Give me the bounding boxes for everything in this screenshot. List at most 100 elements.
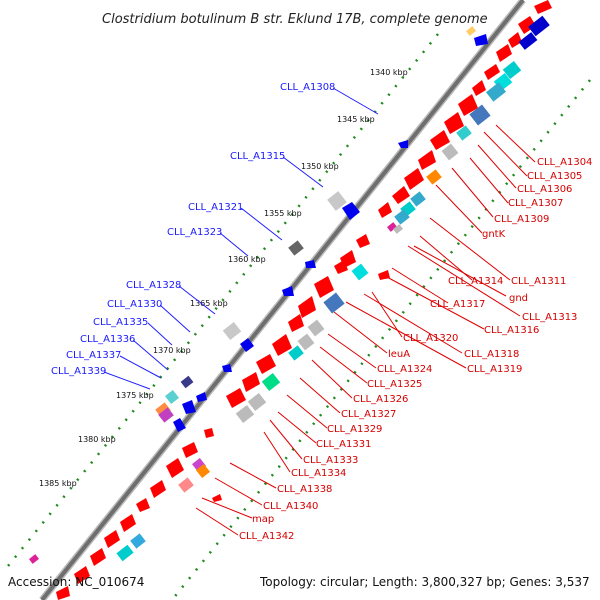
gene-block[interactable] [502, 60, 522, 80]
gene-block[interactable] [222, 321, 242, 341]
gene-arrow[interactable] [508, 32, 522, 48]
gene-label[interactable]: CLL_A1319 [467, 364, 522, 375]
gene-label[interactable]: CLL_A1339 [51, 366, 106, 377]
gene-arrow[interactable] [196, 392, 207, 402]
gene-label[interactable]: CLL_A1337 [66, 350, 121, 361]
gene-label[interactable]: CLL_A1335 [93, 317, 148, 328]
gene-arrow[interactable] [166, 458, 184, 478]
gene-label[interactable]: CLL_A1320 [403, 333, 458, 344]
gene-arrow[interactable] [342, 202, 360, 220]
gene-block[interactable] [307, 319, 325, 337]
gene-arrow[interactable] [334, 260, 348, 274]
gene-label[interactable]: CLL_A1306 [517, 184, 572, 195]
gene-arrow[interactable] [458, 94, 478, 116]
gene-block[interactable] [393, 224, 403, 234]
gene-label[interactable]: CLL_A1330 [107, 299, 162, 310]
gene-label[interactable]: CLL_A1317 [430, 299, 485, 310]
gene-block[interactable] [426, 169, 442, 185]
gene-label[interactable]: CLL_A1324 [377, 364, 432, 375]
gene-label[interactable]: gnd [509, 293, 528, 304]
gene-arrow[interactable] [298, 296, 316, 318]
gene-label[interactable]: CLL_A1316 [484, 325, 539, 336]
gene-label[interactable]: leuA [388, 349, 410, 360]
gene-label[interactable]: CLL_A1325 [367, 379, 422, 390]
gene-arrow[interactable] [256, 354, 276, 374]
gene-label[interactable]: CLL_A1338 [277, 484, 332, 495]
gene-block[interactable] [323, 292, 345, 314]
gene-arrow[interactable] [242, 372, 260, 392]
gene-label[interactable]: gntK [482, 229, 506, 240]
gene-label[interactable]: CLL_A1307 [508, 198, 563, 209]
gene-block[interactable] [247, 392, 267, 412]
gene-label[interactable]: CLL_A1331 [316, 439, 371, 450]
gene-arrow[interactable] [240, 338, 254, 352]
gene-block[interactable] [518, 32, 538, 50]
gene-label[interactable]: CLL_A1327 [341, 409, 396, 420]
gene-block[interactable] [130, 533, 146, 549]
gene-arrow[interactable] [392, 186, 410, 204]
gene-arrow[interactable] [120, 514, 136, 532]
gene-label[interactable]: CLL_A1309 [494, 214, 549, 225]
gene-block[interactable] [327, 191, 347, 211]
gene-block[interactable] [456, 125, 472, 141]
gene-arrow[interactable] [474, 34, 488, 46]
gene-arrow[interactable] [378, 270, 390, 280]
gene-arrow[interactable] [444, 112, 464, 134]
gene-arrow[interactable] [398, 140, 408, 148]
gene-block[interactable] [394, 209, 410, 225]
gene-label[interactable]: CLL_A1308 [280, 82, 335, 93]
gene-block[interactable] [261, 372, 281, 392]
gene-block[interactable] [195, 463, 211, 479]
gene-label[interactable]: CLL_A1342 [239, 531, 294, 542]
gene-block[interactable] [235, 404, 255, 424]
gene-arrow[interactable] [272, 334, 292, 356]
gene-block[interactable] [441, 143, 459, 161]
gene-arrow[interactable] [104, 530, 120, 548]
gene-block[interactable] [158, 407, 174, 423]
gene-arrow[interactable] [150, 480, 166, 498]
gene-arrow[interactable] [182, 442, 198, 458]
gene-arrow[interactable] [226, 388, 246, 408]
gene-arrow[interactable] [222, 364, 232, 372]
gene-arrow[interactable] [305, 260, 316, 268]
gene-label[interactable]: CLL_A1323 [167, 227, 222, 238]
gene-block[interactable] [116, 544, 134, 562]
gene-block[interactable] [178, 477, 194, 493]
gene-block[interactable] [297, 333, 315, 351]
gene-arrow[interactable] [534, 0, 552, 14]
gene-arrow[interactable] [314, 276, 334, 298]
gene-arrow[interactable] [356, 234, 370, 248]
gene-arrow[interactable] [404, 168, 424, 190]
gene-arrow[interactable] [518, 16, 536, 34]
gene-arrow[interactable] [472, 80, 486, 96]
gene-arrow[interactable] [182, 400, 196, 414]
gene-label[interactable]: CLL_A1304 [537, 157, 592, 168]
gene-arrow[interactable] [484, 64, 500, 80]
gene-label[interactable]: CLL_A1305 [527, 171, 582, 182]
gene-arrow[interactable] [212, 494, 222, 502]
gene-block[interactable] [164, 389, 180, 405]
gene-label[interactable]: CLL_A1315 [230, 151, 285, 162]
gene-label[interactable]: CLL_A1328 [126, 280, 181, 291]
gene-arrow[interactable] [282, 286, 294, 296]
gene-label[interactable]: map [252, 514, 274, 525]
gene-label[interactable]: CLL_A1334 [291, 468, 346, 479]
gene-arrow[interactable] [56, 586, 70, 600]
gene-label[interactable]: CLL_A1314 [448, 276, 503, 287]
gene-label[interactable]: CLL_A1326 [353, 394, 408, 405]
gene-label[interactable]: CLL_A1329 [327, 424, 382, 435]
gene-block[interactable] [155, 402, 171, 418]
gene-arrow[interactable] [288, 314, 304, 332]
gene-block[interactable] [180, 375, 194, 389]
gene-arrow[interactable] [74, 566, 90, 584]
gene-block[interactable] [351, 263, 369, 281]
gene-block[interactable] [528, 15, 550, 37]
gene-block[interactable] [288, 345, 304, 361]
gene-block[interactable] [466, 26, 476, 36]
gene-arrow[interactable] [90, 548, 106, 566]
gene-block[interactable] [486, 82, 506, 102]
gene-arrow[interactable] [378, 202, 392, 218]
gene-block[interactable] [410, 191, 426, 207]
gene-arrow[interactable] [136, 498, 150, 512]
gene-arrow[interactable] [496, 44, 512, 62]
